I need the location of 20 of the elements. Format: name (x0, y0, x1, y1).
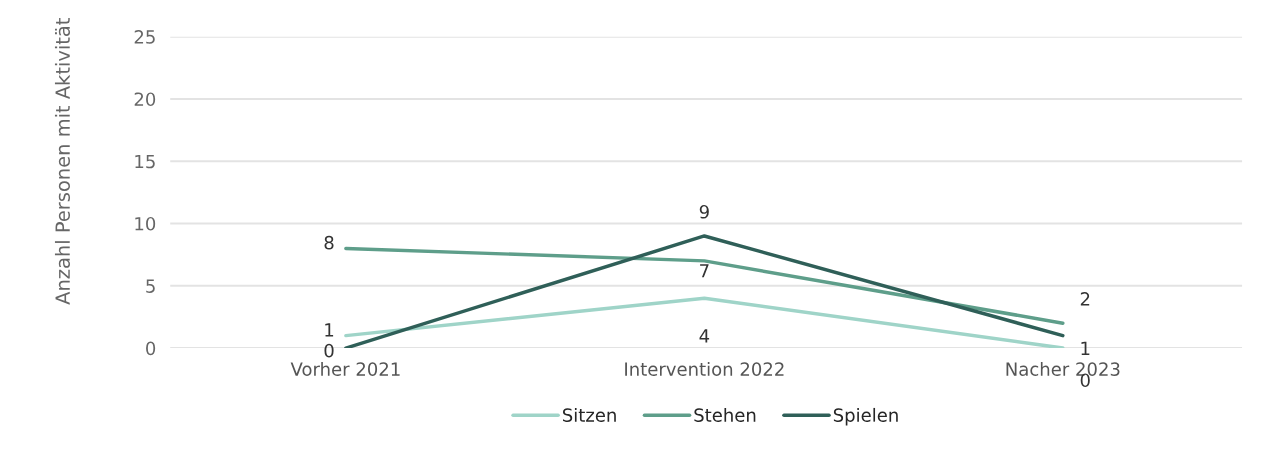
legend-label: Stehen (694, 407, 756, 422)
y-tick-label: 15 (135, 154, 155, 169)
data-label: 0 (324, 343, 334, 358)
y-tick-label: 25 (134, 30, 155, 44)
x-tick-label: Intervention 2022 (625, 361, 784, 376)
y-tick-label: 20 (134, 92, 156, 107)
x-tick-label: Vorher 2021 (290, 361, 400, 376)
y-axis-title: Anzahl Personen mit Aktivität (54, 18, 70, 305)
y-tick-label: 5 (146, 279, 155, 293)
legend-label: Sitzen (562, 407, 616, 422)
data-label: 1 (325, 323, 334, 337)
data-label: 2 (1080, 292, 1090, 306)
data-label: 8 (324, 235, 334, 250)
data-label: 9 (699, 204, 709, 219)
data-label: 4 (699, 329, 710, 343)
data-label: 7 (700, 264, 709, 278)
y-tick-label: 0 (146, 341, 156, 356)
legend-label: Spielen (833, 407, 898, 426)
y-tick-label: 10 (135, 216, 156, 231)
data-label: 1 (1081, 341, 1090, 355)
